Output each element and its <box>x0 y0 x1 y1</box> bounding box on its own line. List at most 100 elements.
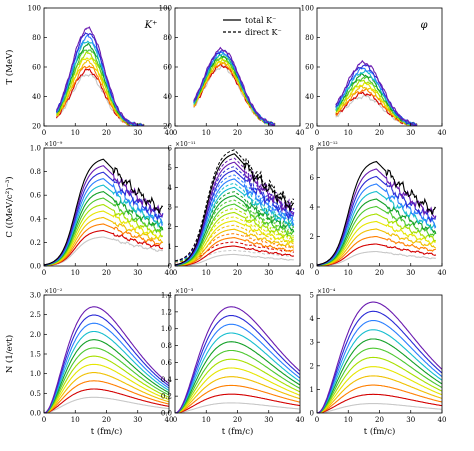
y-tick-label: 0.0 <box>30 263 41 271</box>
y-tick-label: 1.0 <box>30 145 41 153</box>
x-tick-label: 30 <box>133 416 142 424</box>
series-line-10 <box>175 323 300 413</box>
y-axis-label: T (MeV) <box>4 50 15 85</box>
series-line-5 <box>175 220 295 266</box>
panel-C-K: 0 10 20 30 400.00.20.40.60.81.0 ×10⁻⁹C ((MeV/… <box>4 141 173 277</box>
x-tick-label: 10 <box>202 416 211 424</box>
x-tick-label: 30 <box>406 416 415 424</box>
x-tick-label: 30 <box>264 129 273 137</box>
series-line-1 <box>175 253 294 266</box>
series-line-7 <box>175 203 295 266</box>
series-line-4 <box>175 228 295 266</box>
series-line-6 <box>317 213 437 266</box>
series-line-10 <box>317 319 442 413</box>
series-line-12 <box>44 306 169 413</box>
y-tick-label: 80 <box>163 34 172 42</box>
x-tick-label: 20 <box>375 269 384 277</box>
y-tick-label: 2 <box>168 223 172 231</box>
x-tick-label: 10 <box>71 269 80 277</box>
series-line-6 <box>44 355 169 413</box>
series-line-12 <box>175 306 300 413</box>
y-tick-label: 0 <box>168 263 172 271</box>
series-line-10 <box>193 50 276 126</box>
series-line-3 <box>175 384 300 413</box>
x-tick-label: 10 <box>202 269 211 277</box>
x-tick-label: 20 <box>375 416 384 424</box>
series-line-5 <box>175 367 300 413</box>
x-tick-label: 0 <box>42 416 46 424</box>
series-line-3 <box>44 380 169 413</box>
series-line-10 <box>317 183 437 266</box>
x-tick-label: 40 <box>165 129 174 137</box>
series-line-13 <box>175 153 295 266</box>
x-axis-label: t (fm/c) <box>91 426 123 437</box>
series-group <box>317 301 442 413</box>
y-axis-label: N (1/evt) <box>4 335 15 373</box>
y-tick-label: 0.2 <box>161 393 172 401</box>
x-tick-label: 0 <box>315 129 319 137</box>
series-line-2 <box>175 393 300 413</box>
x-tick-label: 40 <box>438 416 447 424</box>
y-multiplier: ×10⁻³ <box>175 288 194 295</box>
y-tick-label: 80 <box>32 34 41 42</box>
series-line-4 <box>317 228 437 266</box>
series-line-4 <box>44 216 164 266</box>
y-tick-label: 20 <box>163 123 172 131</box>
x-tick-label: 10 <box>202 129 211 137</box>
x-tick-label: 30 <box>264 269 273 277</box>
legend-entry: direct K⁻ <box>245 28 282 37</box>
y-tick-label: 40 <box>32 93 41 101</box>
series-line-10 <box>175 178 295 266</box>
x-tick-label: 0 <box>42 129 46 137</box>
panel-C-phi: 0 10 20 30 40 0 2 4 6 8 ×10⁻¹² <box>310 141 447 277</box>
series-line-dashed-11 <box>175 166 295 262</box>
x-tick-label: 20 <box>102 129 111 137</box>
axes-frame <box>174 7 301 127</box>
x-tick-label: 30 <box>406 129 415 137</box>
series-line-12 <box>44 165 164 266</box>
series-line-7 <box>175 349 300 413</box>
y-tick-label: 5 <box>168 164 172 172</box>
y-tick-label: 1 <box>168 243 172 251</box>
series-group <box>317 160 437 266</box>
y-tick-label: 0.8 <box>30 168 41 176</box>
y-tick-label: 20 <box>305 123 314 131</box>
y-tick-label: 20 <box>32 123 41 131</box>
series-line-4 <box>317 375 442 413</box>
y-multiplier: ×10⁻² <box>44 288 63 295</box>
series-line-11 <box>193 49 276 126</box>
series-line-1 <box>317 403 442 413</box>
x-tick-label: 30 <box>133 129 142 137</box>
x-tick-label: 10 <box>344 129 353 137</box>
y-multiplier: ×10⁻¹² <box>317 141 338 148</box>
series-group <box>55 26 145 126</box>
x-tick-label: 10 <box>71 129 80 137</box>
series-line-7 <box>44 347 169 413</box>
y-tick-label: 5 <box>310 292 314 300</box>
series-group <box>44 158 164 266</box>
series-line-dashed-12 <box>175 157 295 262</box>
y-tick-label: 100 <box>159 5 172 13</box>
y-tick-label: 60 <box>163 64 172 72</box>
series-line-5 <box>317 220 437 266</box>
series-line-13 <box>317 160 437 266</box>
series-line-2 <box>317 243 437 266</box>
series-line-dashed-1 <box>175 249 294 263</box>
y-tick-label: 0.4 <box>30 215 42 223</box>
series-line-9 <box>175 186 295 266</box>
series-group <box>335 59 418 126</box>
x-tick-label: 20 <box>102 416 111 424</box>
x-tick-label: 40 <box>165 269 174 277</box>
x-tick-label: 20 <box>233 416 242 424</box>
series-line-3 <box>317 235 436 266</box>
x-tick-label: 20 <box>233 129 242 137</box>
x-tick-label: 0 <box>315 416 319 424</box>
series-line-3 <box>44 223 163 266</box>
legend: total K⁻ direct K⁻ <box>223 16 282 37</box>
series-line-6 <box>44 204 164 266</box>
y-tick-label: 0.0 <box>161 410 172 418</box>
series-line-10 <box>44 322 169 413</box>
series-line-5 <box>44 363 169 413</box>
series-line-4 <box>44 372 169 413</box>
